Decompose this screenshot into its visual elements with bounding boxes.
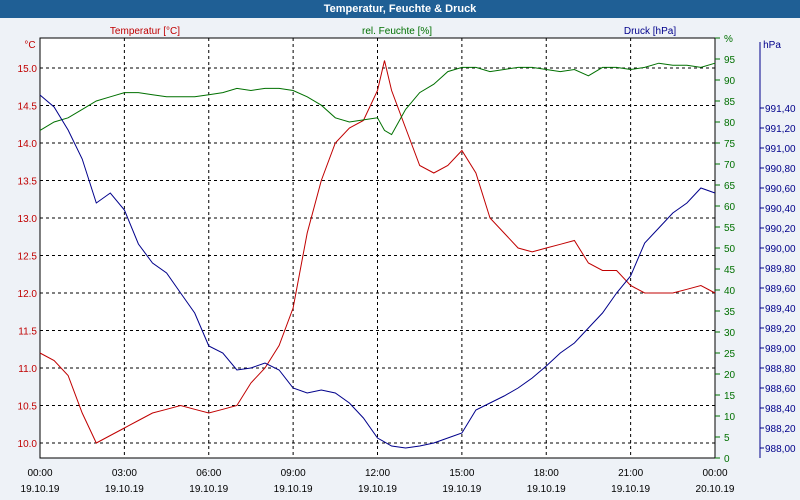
pressure-tick-label: 989,80	[765, 264, 796, 275]
humidity-tick-label: 0	[724, 454, 730, 465]
x-tick-date: 19.10.19	[611, 484, 650, 495]
humidity-tick-label: 45	[724, 265, 736, 276]
x-tick-time: 00:00	[27, 468, 52, 479]
pressure-tick-label: 989,40	[765, 304, 796, 315]
humidity-tick-label: 40	[724, 286, 736, 297]
x-tick-time: 03:00	[112, 468, 137, 479]
humidity-tick-label: 75	[724, 139, 736, 150]
pressure-tick-label: 990,20	[765, 224, 796, 235]
x-tick-date: 19.10.19	[527, 484, 566, 495]
pressure-series-line	[39, 94, 716, 449]
x-tick-time: 21:00	[618, 468, 643, 479]
pressure-tick-label: 989,20	[765, 324, 796, 335]
pressure-tick-label: 991,20	[765, 124, 796, 135]
x-tick-time: 12:00	[365, 468, 390, 479]
temperature-tick-label: 12.5	[18, 252, 38, 263]
x-tick-time: 18:00	[534, 468, 559, 479]
humidity-tick-label: 95	[724, 55, 736, 66]
humidity-tick-label: 55	[724, 223, 736, 234]
pressure-tick-label: 991,40	[765, 104, 796, 115]
pressure-tick-label: 988,20	[765, 424, 796, 435]
legend-label-pressure: Druck [hPa]	[624, 26, 676, 37]
x-tick-time: 06:00	[196, 468, 221, 479]
temperature-tick-label: 12.0	[18, 289, 38, 300]
humidity-tick-label: 70	[724, 160, 736, 171]
pressure-tick-label: 989,00	[765, 344, 796, 355]
chart-title: Temperatur, Feuchte & Druck	[0, 0, 800, 18]
humidity-tick-label: 30	[724, 328, 736, 339]
pressure-tick-label: 990,60	[765, 184, 796, 195]
x-tick-date: 19.10.19	[21, 484, 60, 495]
humidity-tick-label: 80	[724, 118, 736, 129]
x-tick-time: 00:00	[702, 468, 727, 479]
humidity-tick-label: 10	[724, 412, 736, 423]
pressure-tick-label: 990,00	[765, 244, 796, 255]
humidity-tick-label: 90	[724, 76, 736, 87]
x-tick-time: 15:00	[449, 468, 474, 479]
legend-label-temperature: Temperatur [°C]	[110, 26, 180, 37]
x-tick-date: 19.10.19	[358, 484, 397, 495]
humidity-tick-label: 15	[724, 391, 736, 402]
humidity-tick-label: 50	[724, 244, 736, 255]
pressure-tick-label: 988,60	[765, 384, 796, 395]
humidity-tick-label: 20	[724, 370, 736, 381]
temperature-tick-label: 11.5	[18, 327, 37, 338]
pressure-tick-label: 989,60	[765, 284, 796, 295]
humidity-tick-label: 85	[724, 97, 736, 108]
x-tick-time: 09:00	[281, 468, 306, 479]
x-tick-date: 19.10.19	[189, 484, 228, 495]
humidity-tick-label: 5	[724, 433, 730, 444]
pressure-tick-label: 988,40	[765, 404, 796, 415]
temperature-tick-label: 10.0	[18, 439, 38, 450]
temperature-series-line	[39, 60, 716, 444]
pressure-tick-label: 988,00	[765, 444, 796, 455]
humidity-tick-label: 60	[724, 202, 736, 213]
x-tick-date: 19.10.19	[274, 484, 313, 495]
pressure-unit-label: hPa	[763, 40, 781, 51]
humidity-series-line	[39, 62, 716, 136]
x-tick-date: 19.10.19	[442, 484, 481, 495]
temperature-tick-label: 11.0	[18, 364, 37, 375]
temperature-tick-label: 14.0	[18, 139, 38, 150]
temperature-unit-label: °C	[24, 40, 35, 51]
pressure-tick-label: 988,80	[765, 364, 796, 375]
temperature-tick-label: 13.5	[18, 177, 38, 188]
temperature-tick-label: 10.5	[18, 402, 38, 413]
legend-label-humidity: rel. Feuchte [%]	[362, 26, 432, 37]
temperature-tick-label: 13.0	[18, 214, 38, 225]
humidity-tick-label: 65	[724, 181, 736, 192]
pressure-tick-label: 991,00	[765, 144, 796, 155]
humidity-tick-label: 35	[724, 307, 736, 318]
pressure-tick-label: 990,40	[765, 204, 796, 215]
humidity-tick-label: %	[724, 34, 733, 45]
temperature-tick-label: 15.0	[18, 64, 38, 75]
pressure-tick-label: 990,80	[765, 164, 796, 175]
x-tick-date: 19.10.19	[105, 484, 144, 495]
x-tick-date: 20.10.19	[696, 484, 735, 495]
humidity-tick-label: 25	[724, 349, 736, 360]
temperature-tick-label: 14.5	[18, 102, 38, 113]
